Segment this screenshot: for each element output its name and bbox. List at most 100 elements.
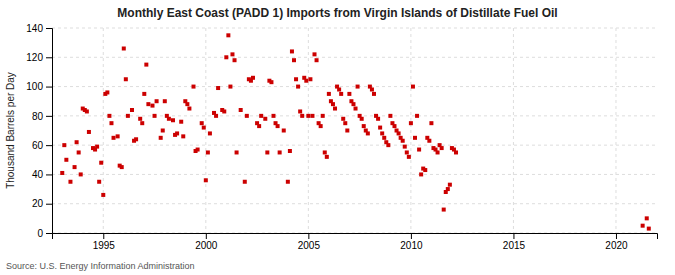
tick-mark — [308, 233, 309, 239]
tick-label: 60 — [32, 140, 44, 151]
tick-label: 0 — [37, 228, 43, 239]
tick-mark — [46, 57, 52, 58]
point — [429, 121, 433, 125]
chart: 1995200020052010201520200204060801001201… — [0, 0, 675, 275]
point — [224, 55, 228, 59]
point — [75, 140, 79, 144]
point — [124, 77, 128, 81]
point — [101, 193, 105, 197]
point — [331, 102, 335, 106]
point — [308, 77, 312, 81]
tick: 2020 — [605, 233, 628, 251]
point — [155, 99, 159, 103]
point — [397, 131, 401, 135]
tick-mark — [411, 233, 412, 239]
point — [116, 134, 120, 138]
tick: 140 — [26, 23, 52, 34]
point — [230, 52, 234, 56]
point — [202, 126, 206, 130]
point — [356, 85, 360, 89]
point — [97, 180, 101, 184]
point — [263, 117, 267, 121]
point — [107, 114, 111, 118]
point — [233, 58, 237, 62]
points — [60, 33, 651, 230]
point — [185, 102, 189, 106]
point — [251, 76, 255, 80]
point — [386, 143, 390, 147]
grid-line-y — [52, 28, 657, 29]
point — [288, 149, 292, 153]
point — [298, 109, 302, 113]
point — [181, 134, 185, 138]
grid-line-y — [52, 115, 657, 116]
tick-label: 2005 — [298, 240, 321, 251]
grid-line-x — [615, 28, 616, 233]
tick-label: 2000 — [195, 240, 218, 251]
tick: 1995 — [93, 233, 116, 251]
point — [333, 107, 337, 111]
point — [68, 180, 72, 184]
tick: 2005 — [298, 233, 321, 251]
point — [306, 114, 310, 118]
point — [405, 150, 409, 154]
point — [415, 114, 419, 118]
point — [200, 121, 204, 125]
point — [417, 148, 421, 152]
point — [276, 124, 280, 128]
point — [144, 63, 148, 67]
point — [419, 172, 423, 176]
axis-line — [46, 29, 53, 234]
point — [403, 145, 407, 149]
point — [448, 183, 452, 187]
point — [292, 58, 296, 62]
point — [366, 131, 370, 135]
grid-line-y — [52, 203, 657, 204]
point — [442, 208, 446, 212]
grid-line-x — [205, 28, 206, 233]
title: Monthly East Coast (PADD 1) Imports from… — [117, 6, 557, 20]
point — [140, 121, 144, 125]
point — [313, 52, 317, 56]
point — [235, 150, 239, 154]
point — [423, 168, 427, 172]
tick-label: 2020 — [605, 240, 628, 251]
point — [310, 114, 314, 118]
tick-label: 120 — [26, 52, 43, 63]
point — [122, 47, 126, 51]
point — [120, 165, 124, 169]
point — [64, 158, 68, 162]
point — [380, 131, 384, 135]
tick: 120 — [26, 52, 52, 63]
point — [60, 171, 64, 175]
point — [243, 180, 247, 184]
point — [300, 114, 304, 118]
point — [341, 117, 345, 121]
axis-line — [53, 234, 658, 240]
point — [142, 92, 146, 96]
tick: 20 — [32, 198, 52, 209]
point — [347, 92, 351, 96]
tick-label: 2010 — [400, 240, 423, 251]
point — [216, 86, 220, 90]
tick-mark — [46, 145, 52, 146]
tick-mark — [103, 233, 104, 239]
tick-mark — [46, 204, 52, 205]
grid-line-y — [52, 174, 657, 175]
point — [296, 85, 300, 89]
point — [239, 108, 243, 112]
point — [436, 150, 440, 154]
tick-mark — [46, 174, 52, 175]
point — [354, 107, 358, 111]
point — [150, 104, 154, 108]
point — [362, 124, 366, 128]
point — [105, 90, 109, 94]
point — [257, 124, 261, 128]
point — [641, 224, 645, 228]
point — [171, 118, 175, 122]
tick: 40 — [32, 169, 52, 180]
point — [645, 216, 649, 220]
point — [343, 121, 347, 125]
point — [282, 129, 286, 133]
point — [376, 117, 380, 121]
